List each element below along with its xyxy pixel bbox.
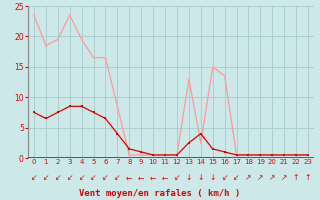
Text: ↑: ↑ bbox=[305, 173, 311, 182]
Text: ↙: ↙ bbox=[114, 173, 121, 182]
Text: ↙: ↙ bbox=[233, 173, 240, 182]
Text: ←: ← bbox=[126, 173, 132, 182]
Text: ↙: ↙ bbox=[102, 173, 109, 182]
Text: ↗: ↗ bbox=[281, 173, 287, 182]
Text: ←: ← bbox=[162, 173, 168, 182]
Text: ↗: ↗ bbox=[245, 173, 252, 182]
Text: ↙: ↙ bbox=[78, 173, 85, 182]
Text: ↓: ↓ bbox=[210, 173, 216, 182]
Text: Vent moyen/en rafales ( km/h ): Vent moyen/en rafales ( km/h ) bbox=[79, 189, 241, 198]
Text: ↙: ↙ bbox=[221, 173, 228, 182]
Text: ↙: ↙ bbox=[90, 173, 97, 182]
Text: ↙: ↙ bbox=[174, 173, 180, 182]
Text: ↙: ↙ bbox=[67, 173, 73, 182]
Text: ↓: ↓ bbox=[198, 173, 204, 182]
Text: ↙: ↙ bbox=[43, 173, 49, 182]
Text: ↙: ↙ bbox=[31, 173, 37, 182]
Text: ↗: ↗ bbox=[257, 173, 264, 182]
Text: ↗: ↗ bbox=[269, 173, 276, 182]
Text: ↙: ↙ bbox=[55, 173, 61, 182]
Text: ←: ← bbox=[138, 173, 144, 182]
Text: ↑: ↑ bbox=[293, 173, 299, 182]
Text: ↓: ↓ bbox=[186, 173, 192, 182]
Text: ←: ← bbox=[150, 173, 156, 182]
